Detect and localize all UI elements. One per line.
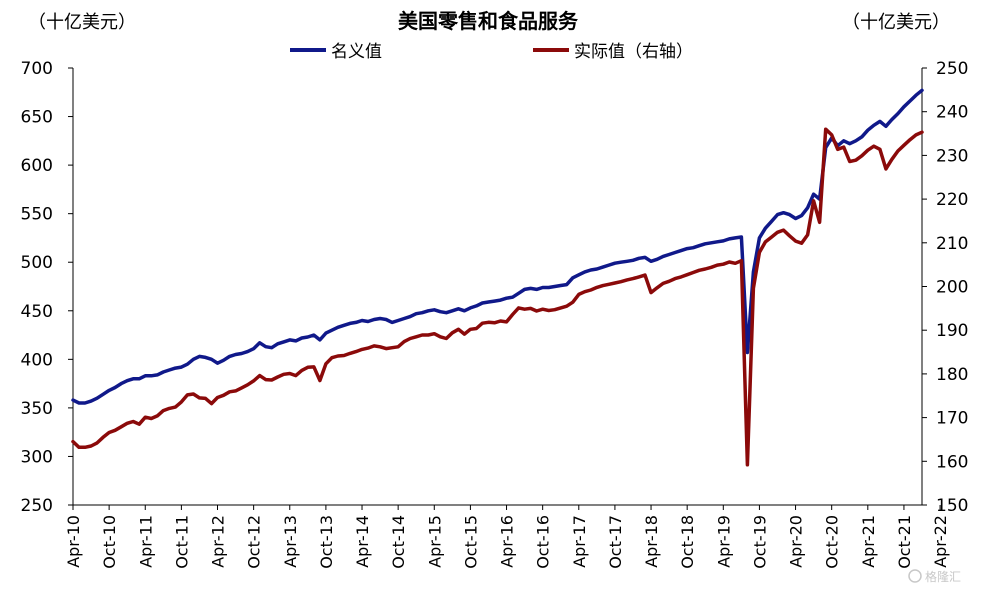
x-tick-label: Oct-10 <box>100 515 119 569</box>
series-line-real <box>71 127 924 467</box>
x-tick-label: Apr-15 <box>425 515 444 568</box>
x-tick-label: Oct-21 <box>895 515 914 569</box>
left-axis-unit: （十亿美元） <box>28 12 136 33</box>
x-tick-label: Oct-17 <box>606 515 625 569</box>
x-tick-label: Apr-16 <box>498 515 517 568</box>
right-axis-unit: （十亿美元） <box>842 12 950 33</box>
right-tick-label: 220 <box>936 190 968 210</box>
right-tick-label: 230 <box>936 146 968 166</box>
right-tick-label: 180 <box>936 365 968 385</box>
x-tick-label: Oct-19 <box>750 515 769 569</box>
left-tick-label: 400 <box>21 350 53 370</box>
x-tick-label: Oct-12 <box>245 515 264 569</box>
x-tick-label: Oct-20 <box>823 515 842 569</box>
left-tick-label: 250 <box>21 496 53 516</box>
legend-label-nominal: 名义值 <box>331 42 382 62</box>
series-lines <box>71 88 924 467</box>
x-tick-label: Apr-10 <box>64 515 83 568</box>
chart-title: 美国零售和食品服务 <box>398 9 579 33</box>
legend: 名义值 实际值（右轴） <box>290 42 693 62</box>
watermark: 格隆汇 <box>908 569 961 584</box>
x-tick-label: Apr-13 <box>281 515 300 568</box>
left-tick-label: 350 <box>21 399 53 419</box>
x-axis-ticks: Apr-10 Oct-10 Apr-11 Oct-11 Apr-12 Oct-12 Apr-… <box>64 505 950 569</box>
x-tick-label: Oct-13 <box>317 515 336 569</box>
watermark-logo-icon <box>908 569 922 583</box>
legend-label-real: 实际值（右轴） <box>574 42 693 62</box>
left-tick-label: 600 <box>21 156 53 176</box>
left-tick-label: 500 <box>21 253 53 273</box>
x-tick-label: Apr-17 <box>570 515 589 568</box>
right-tick-label: 250 <box>936 59 968 79</box>
x-tick-label: Apr-11 <box>136 515 155 568</box>
right-tick-label: 170 <box>936 409 968 429</box>
right-tick-label: 190 <box>936 321 968 341</box>
right-tick-label: 160 <box>936 452 968 472</box>
right-axis-ticks: 150 160 170 180 190 200 210 220 230 240 250 <box>922 59 968 516</box>
x-tick-label: Apr-14 <box>353 515 372 568</box>
x-tick-label: Apr-21 <box>859 515 878 568</box>
watermark-text: 格隆汇 <box>925 569 961 584</box>
x-tick-label: Oct-16 <box>534 515 553 569</box>
x-tick-label: Apr-18 <box>642 515 661 568</box>
x-tick-label: Oct-18 <box>678 515 697 569</box>
left-tick-label: 550 <box>21 205 53 225</box>
right-tick-label: 200 <box>936 278 968 298</box>
axes <box>72 68 923 506</box>
x-tick-label: Apr-22 <box>931 515 950 568</box>
x-tick-label: Apr-19 <box>714 515 733 568</box>
left-axis-ticks: 250 300 350 400 450 500 550 600 650 700 <box>21 59 73 516</box>
right-tick-label: 240 <box>936 103 968 123</box>
right-tick-label: 210 <box>936 234 968 254</box>
x-tick-label: Apr-12 <box>209 515 228 568</box>
right-tick-label: 150 <box>936 496 968 516</box>
left-tick-label: 450 <box>21 302 53 322</box>
left-tick-label: 300 <box>21 447 53 467</box>
series-line-nominal <box>71 88 924 405</box>
x-tick-label: Oct-15 <box>461 515 480 569</box>
x-tick-label: Oct-11 <box>172 515 191 569</box>
left-tick-label: 650 <box>21 108 53 128</box>
x-tick-label: Oct-14 <box>389 515 408 569</box>
left-tick-label: 700 <box>21 59 53 79</box>
x-tick-label: Apr-20 <box>787 515 806 568</box>
